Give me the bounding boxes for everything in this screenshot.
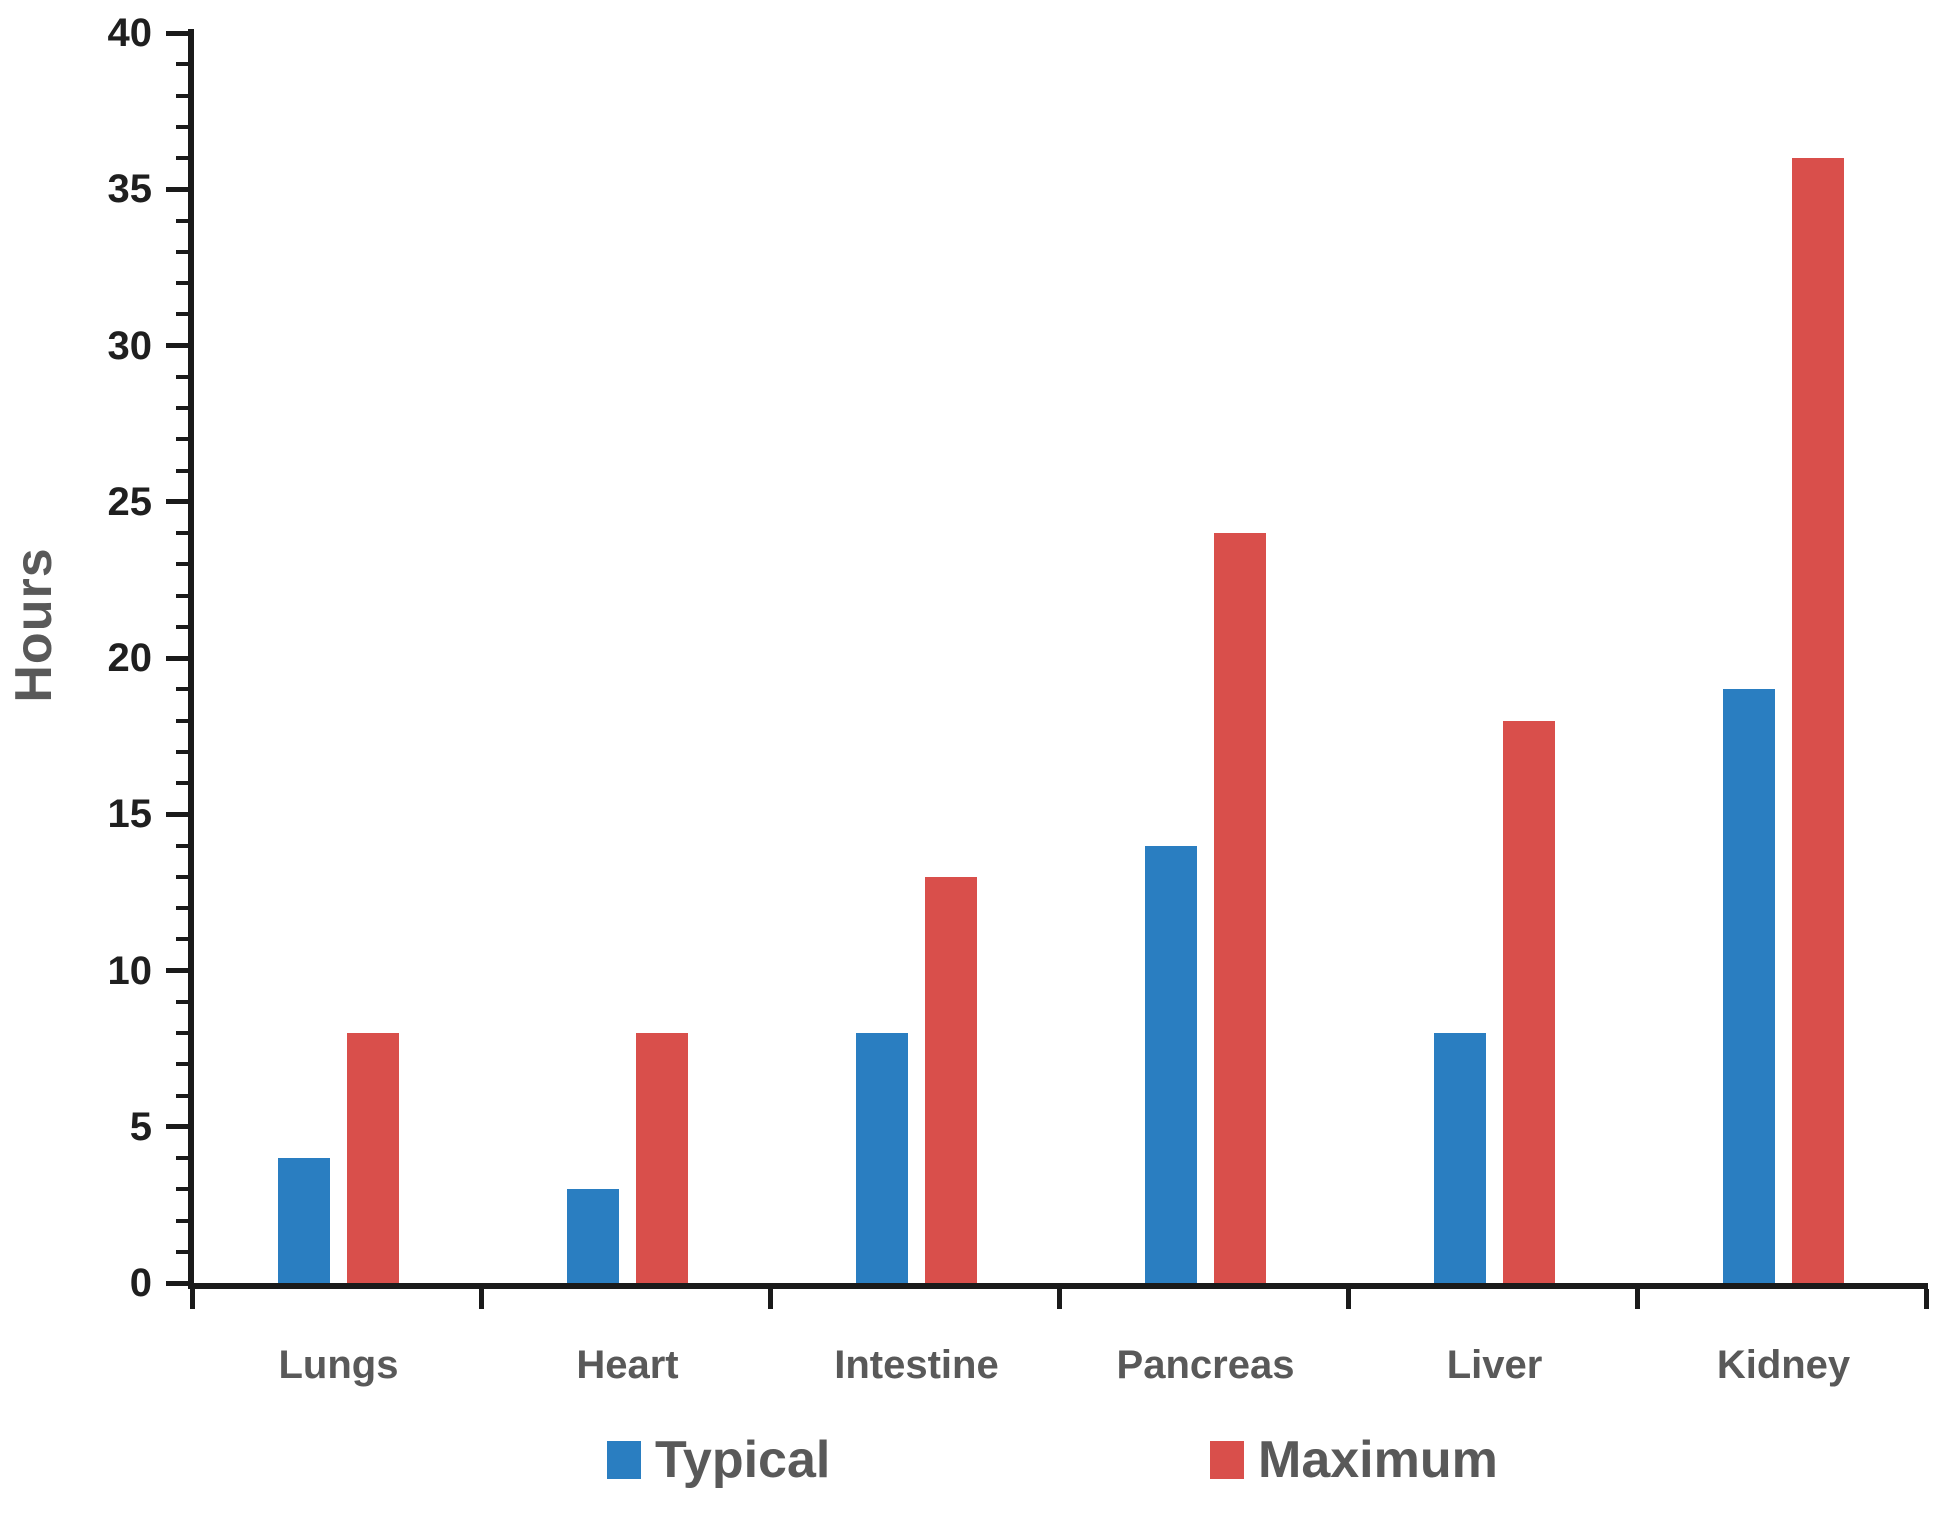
y-major-tick — [166, 1124, 188, 1130]
y-tick-label: 25 — [107, 479, 153, 524]
category-label-intestine: Intestine — [834, 1343, 999, 1387]
y-major-tick — [166, 499, 188, 505]
y-minor-tick — [176, 124, 188, 129]
y-major-tick — [166, 655, 188, 661]
y-major-tick — [166, 811, 188, 817]
legend-item-typical: Typical — [607, 1434, 830, 1486]
x-tick — [1635, 1289, 1640, 1309]
bar-maximum-lungs — [347, 1033, 399, 1283]
bar-typical-kidney — [1723, 689, 1775, 1283]
y-minor-tick — [176, 1249, 188, 1254]
y-minor-tick — [176, 843, 188, 848]
bar-maximum-pancreas — [1214, 533, 1266, 1283]
y-major-tick — [166, 968, 188, 973]
category-label-heart: Heart — [576, 1343, 679, 1387]
y-tick-label: 40 — [107, 11, 153, 55]
bar-typical-liver — [1434, 1033, 1486, 1283]
y-minor-tick — [176, 1031, 188, 1035]
y-tick-label: 0 — [129, 1261, 152, 1305]
category-label-kidney: Kidney — [1716, 1343, 1851, 1387]
y-minor-tick — [176, 874, 188, 879]
y-minor-tick — [176, 1218, 188, 1223]
y-minor-tick — [176, 937, 188, 942]
y-tick-label: 35 — [107, 167, 153, 212]
y-minor-tick — [176, 562, 188, 567]
y-tick-label: 15 — [107, 792, 153, 837]
y-minor-tick — [176, 281, 188, 285]
bar-typical-intestine — [856, 1033, 908, 1283]
y-minor-tick — [176, 1062, 188, 1067]
bar-typical-lungs — [278, 1158, 330, 1283]
y-minor-tick — [176, 1156, 188, 1160]
bar-typical-pancreas — [1145, 845, 1197, 1283]
y-minor-tick — [176, 312, 188, 317]
y-tick-label: 5 — [129, 1104, 152, 1149]
category-label-liver: Liver — [1446, 1343, 1543, 1387]
bar-maximum-heart — [636, 1033, 688, 1283]
bar-typical-heart — [567, 1189, 619, 1283]
y-minor-tick — [176, 624, 188, 629]
y-minor-tick — [176, 249, 188, 254]
x-tick — [1057, 1289, 1062, 1309]
y-minor-tick — [176, 749, 188, 754]
x-tick — [1346, 1289, 1351, 1309]
y-major-tick — [166, 1280, 188, 1286]
y-tick-label: 20 — [107, 636, 153, 680]
y-minor-tick — [176, 468, 188, 473]
legend-item-maximum: Maximum — [1210, 1434, 1498, 1486]
x-tick — [768, 1289, 773, 1309]
x-tick — [1924, 1289, 1929, 1309]
y-minor-tick — [176, 1093, 188, 1098]
x-axis-line — [188, 1283, 1928, 1289]
y-minor-tick — [176, 62, 188, 67]
y-minor-tick — [176, 718, 188, 723]
y-minor-tick — [176, 593, 188, 598]
y-tick-label: 30 — [107, 323, 153, 368]
y-minor-tick — [176, 999, 188, 1004]
category-label-pancreas: Pancreas — [1116, 1343, 1295, 1387]
y-major-tick — [166, 186, 188, 192]
x-tick — [190, 1289, 195, 1309]
category-label-lungs: Lungs — [278, 1343, 399, 1387]
x-tick — [479, 1289, 484, 1309]
maximum-swatch-icon — [1210, 1441, 1244, 1479]
y-minor-tick — [176, 906, 188, 910]
y-minor-tick — [176, 218, 188, 223]
legend-label-typical: Typical — [655, 1431, 831, 1489]
typical-swatch-icon — [607, 1441, 641, 1479]
y-minor-tick — [176, 1187, 188, 1192]
y-tick-label: 10 — [107, 948, 153, 993]
y-minor-tick — [176, 687, 188, 692]
y-minor-tick — [176, 437, 188, 442]
y-minor-tick — [176, 156, 188, 160]
bar-maximum-liver — [1503, 720, 1555, 1283]
y-minor-tick — [176, 781, 188, 785]
y-minor-tick — [176, 406, 188, 410]
bar-maximum-intestine — [925, 876, 977, 1283]
y-major-tick — [166, 30, 188, 36]
legend-label-maximum: Maximum — [1258, 1431, 1498, 1489]
bar-maximum-kidney — [1792, 158, 1844, 1283]
y-major-tick — [166, 343, 188, 348]
y-minor-tick — [176, 93, 188, 98]
y-minor-tick — [176, 374, 188, 379]
y-minor-tick — [176, 531, 188, 535]
y-axis-line — [188, 29, 194, 1289]
